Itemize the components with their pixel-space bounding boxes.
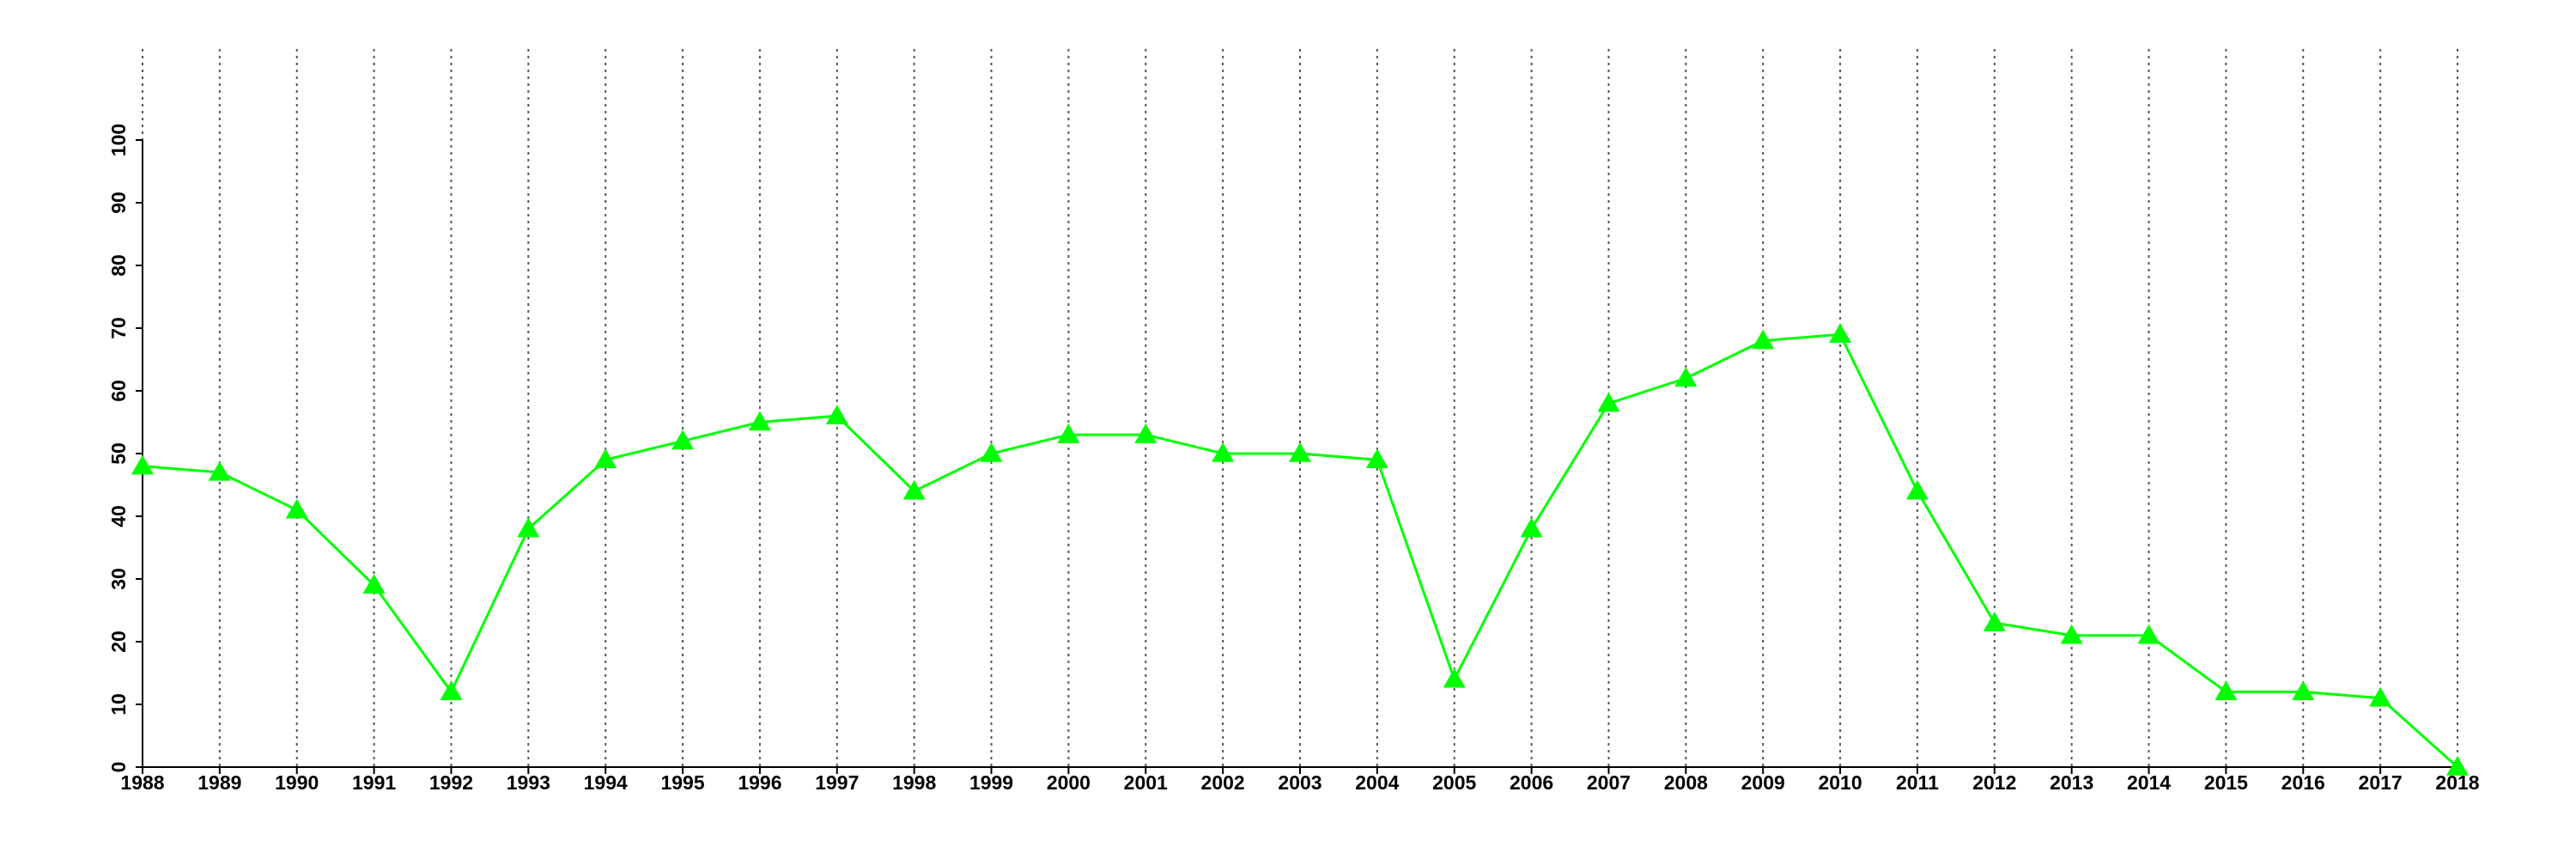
y-tick-label: 30 [107, 568, 130, 590]
y-tick-label: 0 [107, 762, 130, 773]
data-point [1289, 442, 1311, 462]
data-point [1752, 329, 1775, 350]
data-point [2215, 680, 2238, 701]
x-tick-label: 1990 [275, 771, 319, 794]
data-point [1983, 612, 2006, 631]
data-point [1829, 323, 1852, 344]
data-point [671, 430, 695, 450]
data-point [517, 517, 540, 538]
data-point [1212, 442, 1235, 462]
data-point [2369, 686, 2392, 707]
x-tick-label: 2007 [1587, 771, 1631, 794]
data-point [1443, 667, 1466, 688]
y-tick-label: 10 [107, 693, 130, 716]
y-tick-label: 90 [107, 192, 130, 214]
y-tick-label: 50 [107, 442, 130, 465]
data-point [1597, 392, 1620, 412]
x-tick-label: 1988 [120, 771, 164, 794]
data-point [2446, 756, 2469, 776]
x-tick-label: 2009 [1741, 771, 1785, 794]
data-point [902, 479, 926, 500]
data-point [2060, 624, 2083, 644]
data-point [980, 442, 1003, 462]
y-tick-label: 80 [107, 254, 130, 277]
data-point [208, 460, 231, 481]
x-tick-label: 2001 [1124, 771, 1168, 794]
x-tick-label: 1994 [584, 771, 628, 794]
x-tick-label: 2006 [1510, 771, 1553, 794]
x-tick-label: 2014 [2127, 771, 2171, 794]
x-tick-label: 1993 [507, 771, 550, 794]
y-tick-label: 100 [107, 124, 130, 156]
data-point [362, 574, 386, 594]
x-tick-label: 1989 [197, 771, 241, 794]
y-tick-label: 60 [107, 380, 130, 402]
x-tick-label: 1996 [738, 771, 781, 794]
data-point [440, 680, 463, 701]
data-point [748, 411, 771, 431]
x-tick-label: 2012 [1972, 771, 2016, 794]
y-tick-label: 40 [107, 505, 130, 527]
y-tick-label: 70 [107, 317, 130, 339]
data-point [1365, 448, 1388, 469]
data-point [2137, 624, 2160, 644]
x-tick-label: 2002 [1201, 771, 1245, 794]
x-tick-label: 2010 [1818, 771, 1862, 794]
x-tick-label: 2017 [2359, 771, 2403, 794]
x-tick-label: 2015 [2204, 771, 2248, 794]
x-tick-label: 2004 [1355, 771, 1399, 794]
y-tick-label: 20 [107, 631, 130, 653]
data-point [1905, 479, 1929, 500]
x-tick-label: 1998 [892, 771, 936, 794]
x-tick-label: 1995 [660, 771, 704, 794]
data-point [285, 498, 308, 519]
x-tick-label: 2003 [1278, 771, 1321, 794]
data-point [2292, 680, 2315, 701]
x-tick-label: 2000 [1047, 771, 1091, 794]
x-tick-label: 2016 [2281, 771, 2325, 794]
data-point [1057, 423, 1080, 443]
data-point [594, 448, 617, 469]
x-tick-label: 2005 [1432, 771, 1476, 794]
x-tick-label: 2011 [1896, 771, 1939, 794]
data-point [131, 454, 154, 475]
x-tick-label: 1999 [969, 771, 1013, 794]
data-point [1134, 423, 1157, 443]
x-tick-label: 2008 [1664, 771, 1708, 794]
data-point [1674, 367, 1698, 387]
x-tick-label: 1991 [352, 771, 396, 794]
x-tick-label: 1992 [429, 771, 473, 794]
x-tick-label: 1997 [815, 771, 859, 794]
data-point [825, 405, 848, 424]
x-tick-label: 2013 [2050, 771, 2093, 794]
data-point [1520, 517, 1543, 538]
